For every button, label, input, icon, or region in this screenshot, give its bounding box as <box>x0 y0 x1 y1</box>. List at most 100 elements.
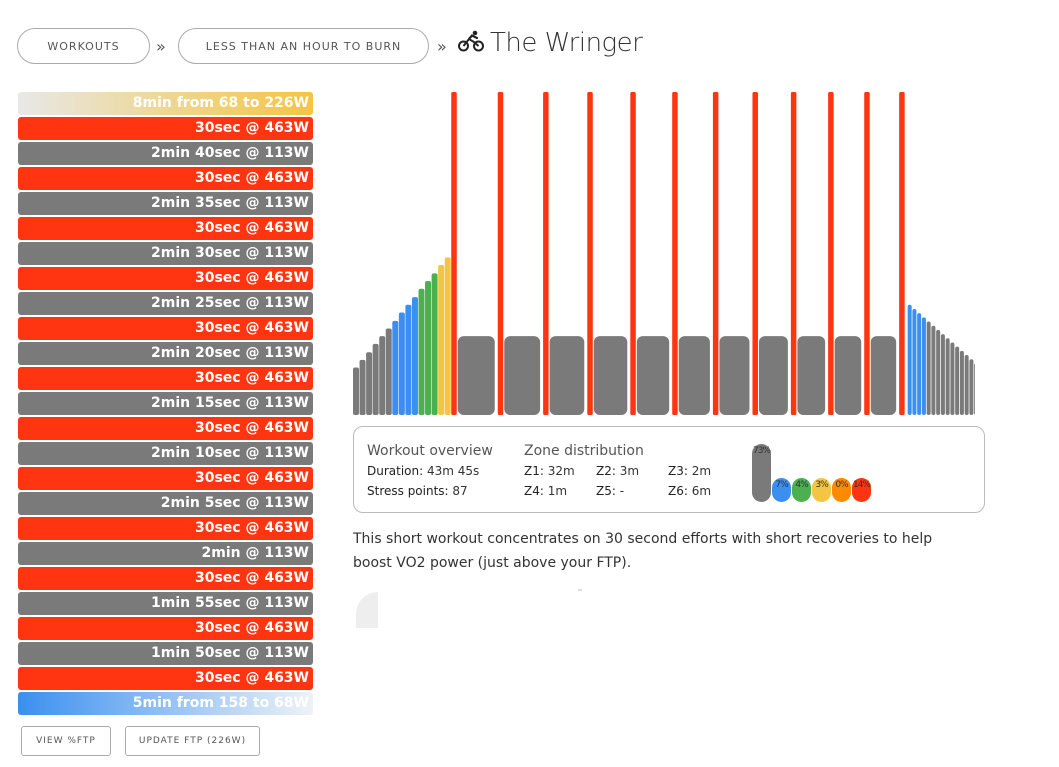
zone-z1-label: Z1: <box>524 464 544 478</box>
recovery-block <box>457 336 495 415</box>
effort-bar <box>712 92 719 415</box>
duration-row: Duration: 43m 45s <box>367 464 479 478</box>
interval-row[interactable]: 30sec @ 463W <box>18 167 313 190</box>
warmup-block <box>379 336 386 415</box>
zone-z2: Z2: 3m <box>596 464 639 478</box>
recovery-block <box>504 336 541 415</box>
interval-row[interactable]: 2min 30sec @ 113W <box>18 242 313 265</box>
warmup-block <box>353 367 359 415</box>
interval-row[interactable]: 1min 55sec @ 113W <box>18 592 313 615</box>
recovery-block <box>549 336 585 415</box>
effort-bar <box>790 92 797 415</box>
zone-z3-label: Z3: <box>668 464 688 478</box>
interval-row[interactable]: 30sec @ 463W <box>18 317 313 340</box>
warmup-block <box>385 328 392 415</box>
interval-row[interactable]: 5min from 158 to 68W <box>18 692 313 715</box>
recovery-block <box>758 336 788 415</box>
workout-overview-card: Workout overview Duration: 43m 45s Stres… <box>353 426 985 513</box>
recovery-block <box>719 336 750 415</box>
interval-row[interactable]: 30sec @ 463W <box>18 417 313 440</box>
zone-bar: 73% <box>752 444 771 502</box>
view-ftp-button[interactable]: VIEW %FTP <box>21 726 111 756</box>
interval-row[interactable]: 2min 20sec @ 113W <box>18 342 313 365</box>
zone-z4-value: 1m <box>547 484 568 498</box>
zone-z1: Z1: 32m <box>524 464 575 478</box>
category-breadcrumb-button[interactable]: LESS THAN AN HOUR TO BURN <box>178 28 429 64</box>
zone-z6-value: 6m <box>691 484 712 498</box>
cooldown-block <box>917 313 922 415</box>
interval-row[interactable]: 30sec @ 463W <box>18 617 313 640</box>
effort-bar <box>543 92 549 415</box>
warmup-block <box>366 352 373 415</box>
interval-list: 8min from 68 to 226W 30sec @ 463W 2min 40s… <box>18 92 313 717</box>
interval-row[interactable]: 2min 10sec @ 113W <box>18 442 313 465</box>
zone-distribution-heading: Zone distribution <box>524 443 644 459</box>
interval-row[interactable]: 30sec @ 463W <box>18 367 313 390</box>
cooldown-block <box>926 321 931 415</box>
zone-z3: Z3: 2m <box>668 464 711 478</box>
interval-row[interactable]: 2min 25sec @ 113W <box>18 292 313 315</box>
overview-heading: Workout overview <box>367 443 493 459</box>
effort-bar <box>497 92 504 415</box>
zone-z5-label: Z5: <box>596 484 616 498</box>
interval-row[interactable]: 30sec @ 463W <box>18 667 313 690</box>
warmup-block <box>392 320 399 415</box>
cooldown-block <box>974 363 975 415</box>
zone-z5: Z5: - <box>596 484 624 498</box>
breadcrumb-separator: » <box>437 37 447 56</box>
cooldown-block <box>912 308 917 415</box>
recovery-block <box>834 336 862 415</box>
breadcrumb-separator: » <box>156 37 166 56</box>
interval-row[interactable]: 30sec @ 463W <box>18 517 313 540</box>
zone-bar: 4% <box>792 478 811 502</box>
interval-row[interactable]: 1min 50sec @ 113W <box>18 642 313 665</box>
zone-z6: Z6: 6m <box>668 484 711 498</box>
cooldown-block <box>955 346 960 415</box>
update-ftp-button[interactable]: UPDATE FTP (226W) <box>125 726 260 756</box>
recovery-block <box>636 336 670 415</box>
cooldown-block <box>959 350 964 415</box>
cooldown-block <box>950 342 955 415</box>
cooldown-block <box>907 304 912 415</box>
zone-z2-value: 3m <box>619 464 640 478</box>
warmup-block <box>418 288 425 415</box>
effort-bar <box>828 92 834 415</box>
cooldown-block <box>964 355 969 415</box>
interval-row[interactable]: 2min 40sec @ 113W <box>18 142 313 165</box>
interval-row[interactable]: 8min from 68 to 226W <box>18 92 313 115</box>
cooldown-block <box>945 338 950 415</box>
cooldown-block <box>940 334 945 415</box>
effort-bar <box>587 92 593 415</box>
interval-row[interactable]: 2min @ 113W <box>18 542 313 565</box>
zone-z4: Z4: 1m <box>524 484 567 498</box>
recovery-block <box>797 336 826 415</box>
zone-bar: 3% <box>812 478 831 502</box>
warmup-block <box>359 359 366 415</box>
zone-bar: 7% <box>772 478 791 502</box>
cooldown-block <box>936 329 941 415</box>
interval-row[interactable]: 30sec @ 463W <box>18 117 313 140</box>
interval-row[interactable]: 30sec @ 463W <box>18 267 313 290</box>
warmup-block <box>411 297 418 415</box>
duration-value: 43m 45s <box>427 464 480 478</box>
recovery-block <box>678 336 710 415</box>
interval-row[interactable]: 2min 15sec @ 113W <box>18 392 313 415</box>
workouts-breadcrumb-button[interactable]: WORKOUTS <box>17 28 150 64</box>
interval-row[interactable]: 30sec @ 463W <box>18 467 313 490</box>
interval-row[interactable]: 2min 35sec @ 113W <box>18 192 313 215</box>
workout-profile-chart <box>353 92 975 415</box>
stress-row: Stress points: 87 <box>367 484 468 498</box>
effort-bar <box>899 92 905 415</box>
interval-row[interactable]: 30sec @ 463W <box>18 567 313 590</box>
interval-row[interactable]: 2min 5sec @ 113W <box>18 492 313 515</box>
recovery-block <box>870 336 897 415</box>
cooldown-block <box>969 359 974 415</box>
cooldown-block <box>921 317 926 415</box>
interval-row[interactable]: 30sec @ 463W <box>18 217 313 240</box>
cooldown-block <box>931 325 936 415</box>
zone-bar: 14% <box>852 478 871 502</box>
effort-bar <box>630 92 636 415</box>
warmup-block <box>431 273 438 415</box>
effort-bar <box>864 92 870 415</box>
zone-z1-value: 32m <box>547 464 575 478</box>
